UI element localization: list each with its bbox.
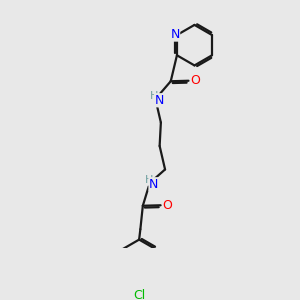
Text: H: H	[150, 91, 159, 101]
Text: H: H	[145, 175, 153, 185]
Text: O: O	[190, 74, 200, 87]
Text: N: N	[149, 178, 158, 191]
Text: N: N	[170, 28, 180, 41]
Text: O: O	[163, 199, 172, 212]
Text: Cl: Cl	[133, 290, 145, 300]
Text: N: N	[155, 94, 164, 107]
